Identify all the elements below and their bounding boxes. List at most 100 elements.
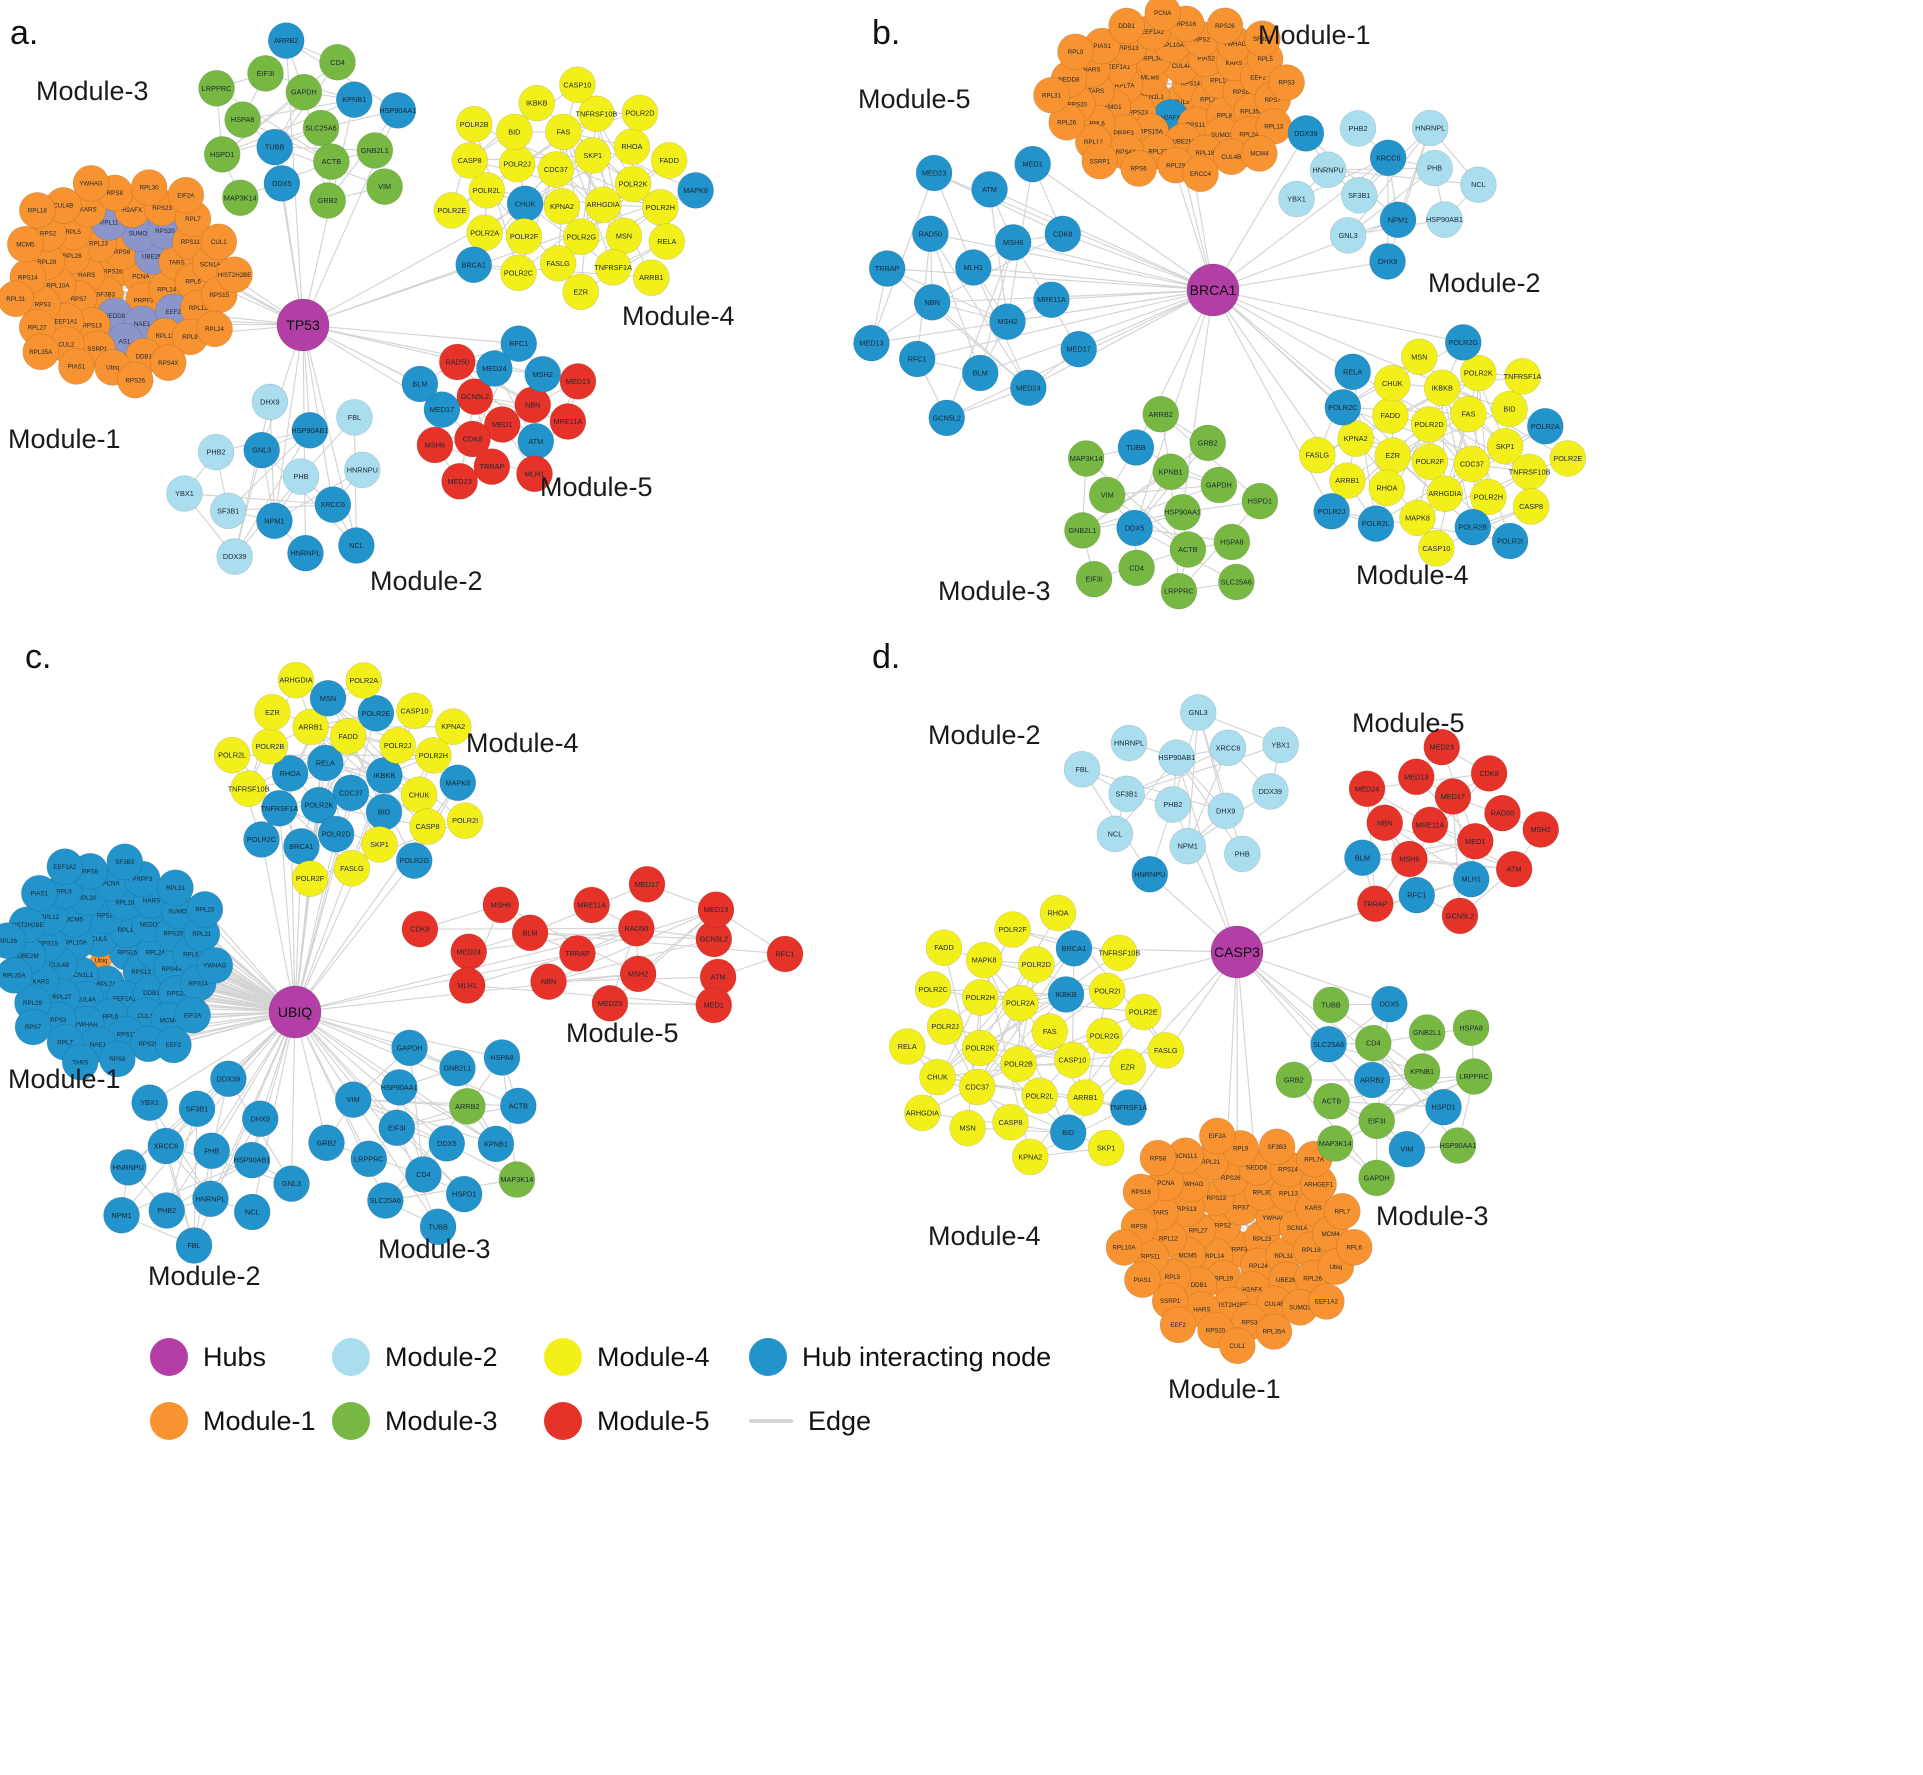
node-RPS6[interactable]: [1120, 150, 1157, 187]
node-HSP90AA1[interactable]: [379, 92, 417, 129]
node-POLR2I[interactable]: [1088, 972, 1126, 1010]
node-CD4[interactable]: [1118, 549, 1155, 587]
node-GCN5L2[interactable]: [1441, 897, 1479, 935]
node-SLC25A6[interactable]: [302, 109, 340, 147]
node-PHB2[interactable]: [197, 433, 235, 471]
node-LRPPRC[interactable]: [198, 69, 235, 107]
node-ARRB1[interactable]: [633, 259, 670, 296]
node-FASLG[interactable]: [539, 244, 577, 282]
node-GRB2[interactable]: [1189, 424, 1227, 462]
node-POLR2F[interactable]: [994, 911, 1031, 948]
node-ARRB1[interactable]: [1067, 1079, 1104, 1116]
node-SF3B1[interactable]: [1108, 775, 1145, 813]
node-RFC1[interactable]: [1398, 876, 1436, 914]
node-KPNA2[interactable]: [1011, 1138, 1049, 1176]
node-TNFRSF1A[interactable]: [1110, 1089, 1147, 1126]
node-POLR2E[interactable]: [1125, 993, 1162, 1031]
node-KPNA2[interactable]: [543, 187, 581, 225]
node-MSH2[interactable]: [619, 955, 657, 993]
node-EIF2A[interactable]: [174, 996, 211, 1034]
node-POLR2B[interactable]: [1454, 508, 1492, 546]
node-RPL35A[interactable]: [22, 333, 60, 371]
node-FASLG[interactable]: [1299, 436, 1336, 474]
node-XRCC6[interactable]: [1209, 729, 1247, 767]
node-MED24[interactable]: [1348, 770, 1386, 808]
node-RPL9[interactable]: [1057, 33, 1094, 71]
node-GAPDH[interactable]: [1200, 466, 1238, 504]
node-RPS26[interactable]: [1206, 7, 1244, 45]
node-RAD50[interactable]: [618, 909, 655, 947]
node-HSP90AA1[interactable]: [380, 1069, 418, 1106]
node-MRE11A[interactable]: [549, 403, 587, 440]
node-HSP90AA1[interactable]: [1164, 493, 1201, 531]
node-ACTB[interactable]: [500, 1087, 537, 1125]
node-KPNB1[interactable]: [335, 81, 373, 118]
node-FAS[interactable]: [1031, 1013, 1069, 1050]
node-ATM[interactable]: [1495, 850, 1533, 888]
node-IKBKB[interactable]: [1047, 976, 1085, 1013]
node-RPL30[interactable]: [130, 169, 168, 206]
node-VIM[interactable]: [1088, 476, 1126, 514]
node-CDC37[interactable]: [332, 774, 370, 812]
node-MED1[interactable]: [695, 986, 733, 1024]
node-KPNA2[interactable]: [1337, 420, 1375, 457]
node-GAPDH[interactable]: [391, 1029, 428, 1067]
node-RPS8[interactable]: [99, 1040, 136, 1078]
node-POLR2G[interactable]: [562, 218, 600, 256]
node-ARHGDIA[interactable]: [277, 661, 315, 699]
node-PHB2[interactable]: [1154, 786, 1192, 823]
node-POLR2E[interactable]: [357, 694, 395, 732]
node-LRPPRC[interactable]: [1160, 572, 1198, 610]
node-PHB[interactable]: [282, 458, 320, 495]
hub-BRCA1[interactable]: [1186, 263, 1240, 317]
node-CD4[interactable]: [1354, 1024, 1392, 1062]
node-TNFRSF10B[interactable]: [1101, 934, 1138, 972]
node-MLH1[interactable]: [448, 967, 486, 1004]
node-NBN[interactable]: [1366, 804, 1404, 842]
node-EEF2[interactable]: [155, 1026, 192, 1064]
node-TRRAP[interactable]: [1357, 885, 1394, 922]
node-XRCC6[interactable]: [314, 486, 352, 523]
node-ARRB2[interactable]: [1353, 1061, 1391, 1099]
node-NBN[interactable]: [913, 284, 951, 321]
node-POLR2F[interactable]: [505, 218, 543, 255]
node-DDX5[interactable]: [263, 165, 301, 202]
node-BLM[interactable]: [511, 914, 549, 952]
node-MAPK8[interactable]: [965, 941, 1003, 979]
node-FBL[interactable]: [336, 399, 373, 436]
node-FASLG[interactable]: [1147, 1032, 1185, 1069]
node-GAPDH[interactable]: [285, 73, 323, 111]
node-HSP90AB1[interactable]: [233, 1141, 271, 1179]
node-MED13[interactable]: [1397, 758, 1435, 796]
node-POLR2I[interactable]: [1491, 522, 1529, 560]
node-YBX1[interactable]: [166, 475, 203, 512]
node-PCNA[interactable]: [1144, 0, 1182, 32]
node-CASP8[interactable]: [409, 808, 446, 845]
node-MED17[interactable]: [1060, 330, 1098, 368]
node-POLR2K[interactable]: [614, 165, 652, 203]
node-YBX1[interactable]: [131, 1084, 168, 1121]
node-NCL[interactable]: [338, 527, 375, 564]
node-POLR2C[interactable]: [243, 821, 280, 858]
node-RAD50[interactable]: [1484, 794, 1521, 832]
node-ARRB2[interactable]: [267, 22, 305, 59]
node-EIF2A[interactable]: [1198, 1117, 1236, 1155]
node-POLR2B[interactable]: [455, 105, 493, 143]
node-CDC37[interactable]: [537, 151, 575, 188]
node-FAS[interactable]: [545, 113, 582, 151]
node-CUL1[interactable]: [1219, 1327, 1256, 1364]
node-POLR2J[interactable]: [379, 727, 416, 764]
node-BRCA1[interactable]: [1055, 929, 1093, 967]
node-POLR2L[interactable]: [1357, 505, 1395, 542]
node-DDX39[interactable]: [1287, 115, 1325, 152]
node-GAPDH[interactable]: [1358, 1159, 1395, 1197]
node-EIF3I[interactable]: [378, 1109, 416, 1147]
node-POLR2F[interactable]: [291, 860, 329, 897]
node-HNRNPL[interactable]: [1411, 109, 1449, 147]
node-HSPD1[interactable]: [1425, 1088, 1462, 1126]
node-ARRB2[interactable]: [449, 1088, 486, 1125]
node-POLR2H[interactable]: [1470, 478, 1507, 516]
node-RHOA[interactable]: [1039, 894, 1077, 932]
node-HSP90AB1[interactable]: [291, 411, 329, 449]
node-NCL[interactable]: [1096, 815, 1134, 853]
